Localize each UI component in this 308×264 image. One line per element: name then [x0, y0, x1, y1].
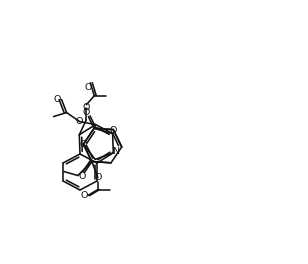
Text: O: O — [80, 191, 87, 200]
Text: O: O — [78, 172, 86, 181]
Text: O: O — [76, 117, 83, 126]
Text: O: O — [83, 103, 90, 112]
Text: O: O — [85, 83, 92, 92]
Text: O: O — [80, 140, 87, 149]
Text: O: O — [83, 108, 90, 117]
Text: O: O — [110, 126, 117, 135]
Text: N: N — [112, 147, 119, 156]
Text: O: O — [54, 95, 61, 104]
Text: O: O — [94, 173, 102, 182]
